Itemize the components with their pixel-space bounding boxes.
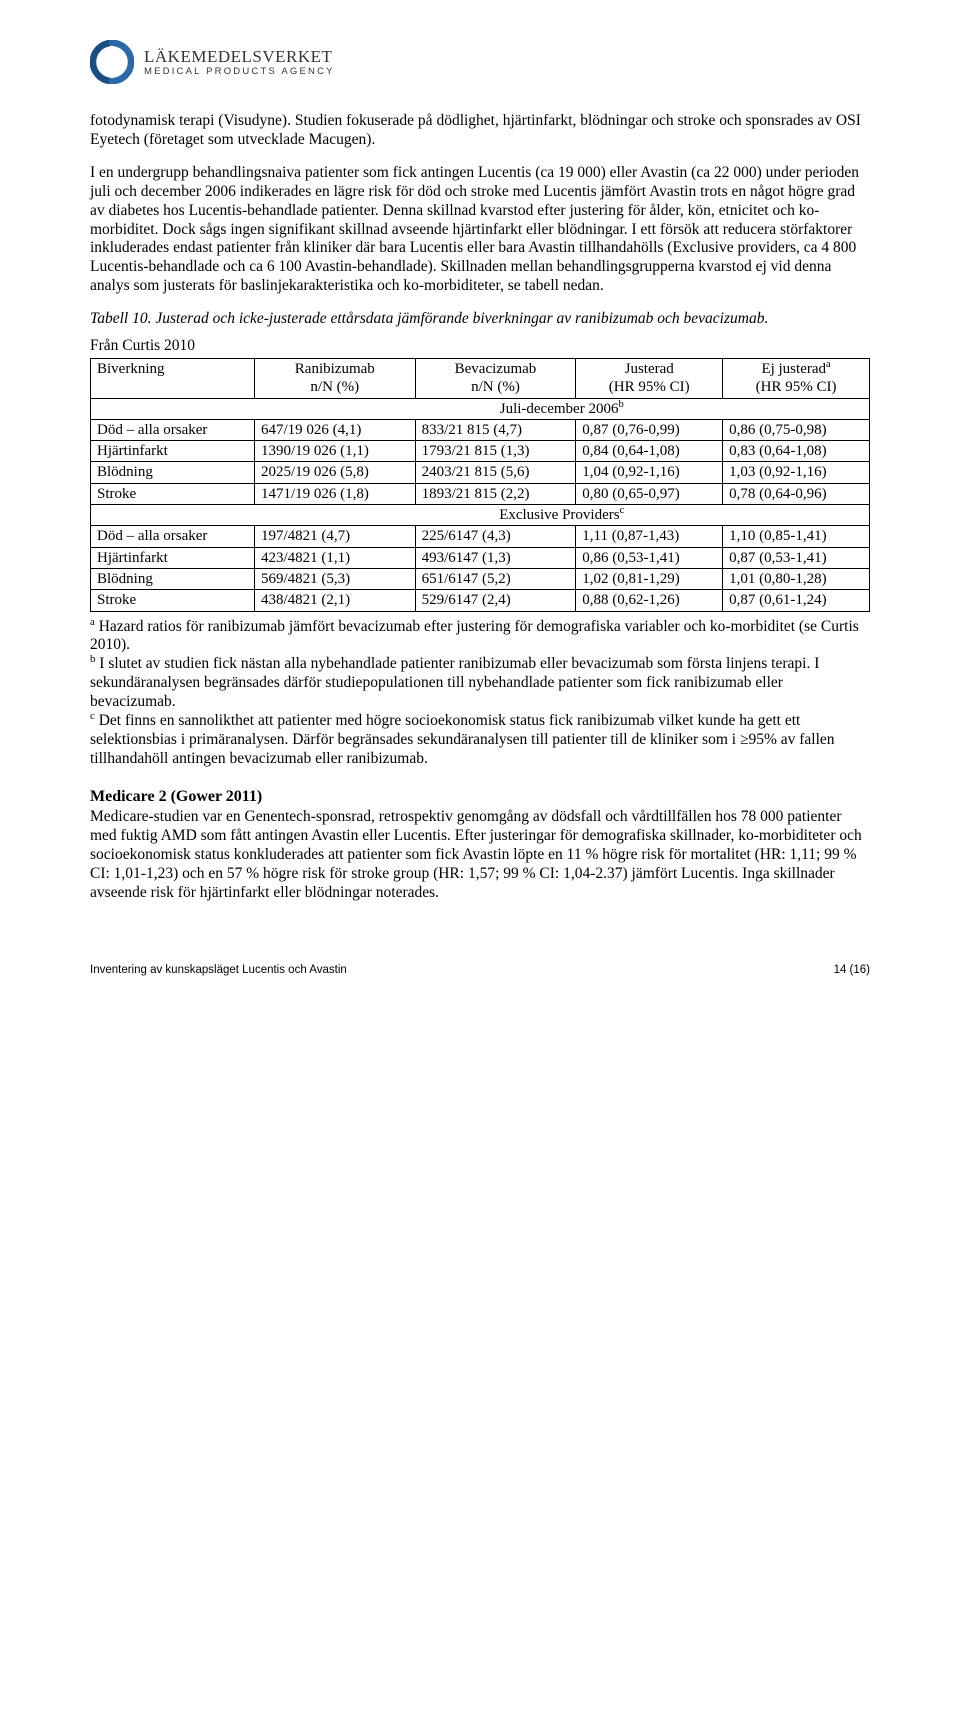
table-row: Blödning569/4821 (5,3)651/6147 (5,2)1,02… bbox=[91, 568, 870, 589]
footer-right: 14 (16) bbox=[834, 963, 870, 977]
section-row-1: Juli-december 2006b bbox=[91, 398, 870, 419]
table-cell: 1390/19 026 (1,1) bbox=[254, 441, 415, 462]
table-cell: Stroke bbox=[91, 590, 255, 611]
logo-subtitle: MEDICAL PRODUCTS AGENCY bbox=[144, 67, 335, 77]
table-row: Stroke438/4821 (2,1)529/6147 (2,4)0,88 (… bbox=[91, 590, 870, 611]
table-cell: 0,87 (0,61-1,24) bbox=[723, 590, 870, 611]
table-caption: Tabell 10. Justerad och icke-justerade e… bbox=[90, 310, 870, 329]
section-row-2: Exclusive Providersc bbox=[91, 505, 870, 526]
table-cell: 1793/21 815 (1,3) bbox=[415, 441, 576, 462]
table-source: Från Curtis 2010 bbox=[90, 337, 870, 356]
table-header-row: Biverkning Ranibizumabn/N (%) Bevacizuma… bbox=[91, 358, 870, 398]
table-row: Hjärtinfarkt1390/19 026 (1,1)1793/21 815… bbox=[91, 441, 870, 462]
table-cell: 2403/21 815 (5,6) bbox=[415, 462, 576, 483]
table-cell: 1,02 (0,81-1,29) bbox=[576, 568, 723, 589]
medicare-heading: Medicare 2 (Gower 2011) bbox=[90, 787, 870, 807]
table-cell: 1,10 (0,85-1,41) bbox=[723, 526, 870, 547]
table-cell: Hjärtinfarkt bbox=[91, 441, 255, 462]
table-cell: 1,11 (0,87-1,43) bbox=[576, 526, 723, 547]
col-ranibizumab: Ranibizumabn/N (%) bbox=[254, 358, 415, 398]
table-cell: 0,87 (0,53-1,41) bbox=[723, 547, 870, 568]
table-row: Hjärtinfarkt423/4821 (1,1)493/6147 (1,3)… bbox=[91, 547, 870, 568]
table-cell: 0,86 (0,53-1,41) bbox=[576, 547, 723, 568]
table-cell: Död – alla orsaker bbox=[91, 419, 255, 440]
table-cell: 2025/19 026 (5,8) bbox=[254, 462, 415, 483]
table-cell: Stroke bbox=[91, 483, 255, 504]
col-justerad: Justerad(HR 95% CI) bbox=[576, 358, 723, 398]
table-cell: 423/4821 (1,1) bbox=[254, 547, 415, 568]
table-cell: 569/4821 (5,3) bbox=[254, 568, 415, 589]
table-cell: Blödning bbox=[91, 462, 255, 483]
table-cell: 438/4821 (2,1) bbox=[254, 590, 415, 611]
logo-title: LÄKEMEDELSVERKET bbox=[144, 48, 335, 65]
body-paragraph-2: I en undergrupp behandlingsnaiva patient… bbox=[90, 164, 870, 296]
table-cell: 0,87 (0,76-0,99) bbox=[576, 419, 723, 440]
adverse-events-table: Biverkning Ranibizumabn/N (%) Bevacizuma… bbox=[90, 358, 870, 612]
table-cell: 1471/19 026 (1,8) bbox=[254, 483, 415, 504]
table-cell: 833/21 815 (4,7) bbox=[415, 419, 576, 440]
table-cell: Blödning bbox=[91, 568, 255, 589]
footer-left: Inventering av kunskapsläget Lucentis oc… bbox=[90, 963, 347, 977]
table-row: Stroke1471/19 026 (1,8)1893/21 815 (2,2)… bbox=[91, 483, 870, 504]
agency-logo: LÄKEMEDELSVERKET MEDICAL PRODUCTS AGENCY bbox=[90, 40, 870, 84]
table-cell: 651/6147 (5,2) bbox=[415, 568, 576, 589]
table-cell: 0,88 (0,62-1,26) bbox=[576, 590, 723, 611]
table-cell: 529/6147 (2,4) bbox=[415, 590, 576, 611]
table-cell: 0,84 (0,64-1,08) bbox=[576, 441, 723, 462]
page-footer: Inventering av kunskapsläget Lucentis oc… bbox=[90, 963, 870, 977]
table-footnotes: a Hazard ratios för ranibizumab jämfört … bbox=[90, 618, 870, 769]
table-cell: 647/19 026 (4,1) bbox=[254, 419, 415, 440]
col-biverkning: Biverkning bbox=[91, 358, 255, 398]
col-ej-justerad: Ej justerada(HR 95% CI) bbox=[723, 358, 870, 398]
col-bevacizumab: Bevacizumabn/N (%) bbox=[415, 358, 576, 398]
table-cell: 225/6147 (4,3) bbox=[415, 526, 576, 547]
table-cell: 1,03 (0,92-1,16) bbox=[723, 462, 870, 483]
table-cell: 1893/21 815 (2,2) bbox=[415, 483, 576, 504]
table-cell: Död – alla orsaker bbox=[91, 526, 255, 547]
table-cell: 1,04 (0,92-1,16) bbox=[576, 462, 723, 483]
table-cell: 0,83 (0,64-1,08) bbox=[723, 441, 870, 462]
table-cell: 493/6147 (1,3) bbox=[415, 547, 576, 568]
logo-mark-icon bbox=[90, 40, 134, 84]
table-cell: 1,01 (0,80-1,28) bbox=[723, 568, 870, 589]
table-cell: Hjärtinfarkt bbox=[91, 547, 255, 568]
table-row: Död – alla orsaker647/19 026 (4,1)833/21… bbox=[91, 419, 870, 440]
table-cell: 0,86 (0,75-0,98) bbox=[723, 419, 870, 440]
table-cell: 197/4821 (4,7) bbox=[254, 526, 415, 547]
table-cell: 0,80 (0,65-0,97) bbox=[576, 483, 723, 504]
table-row: Död – alla orsaker197/4821 (4,7)225/6147… bbox=[91, 526, 870, 547]
table-cell: 0,78 (0,64-0,96) bbox=[723, 483, 870, 504]
medicare-body: Medicare-studien var en Genentech-sponsr… bbox=[90, 808, 870, 903]
table-row: Blödning2025/19 026 (5,8)2403/21 815 (5,… bbox=[91, 462, 870, 483]
body-paragraph-1: fotodynamisk terapi (Visudyne). Studien … bbox=[90, 112, 870, 150]
